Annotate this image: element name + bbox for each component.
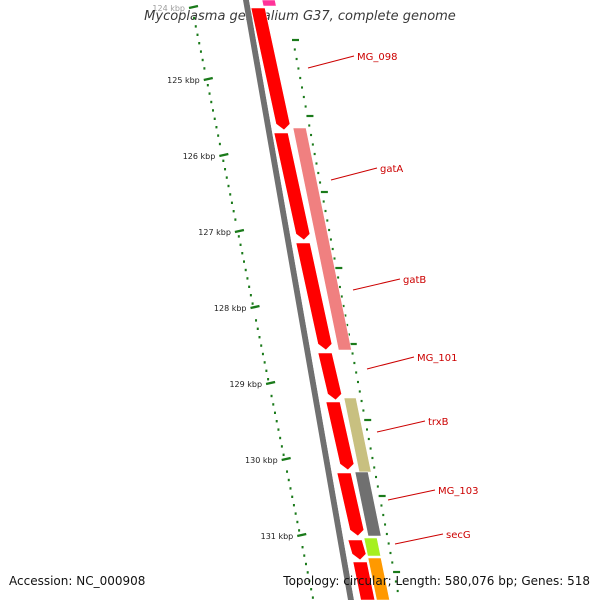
genome-summary: Topology: circular; Length: 580,076 bp; … (283, 574, 590, 588)
map-title: Mycoplasma genitalium G37, complete geno… (144, 9, 456, 24)
tick-label: 128 kbp (214, 304, 247, 313)
tick-label: 125 kbp (167, 76, 200, 85)
tick-mark-major (219, 152, 229, 158)
cds-arrow-4[interactable] (317, 352, 342, 401)
cds-arrow-2[interactable] (273, 132, 311, 241)
gene-label-line (394, 533, 444, 545)
gene-MG_103[interactable] (354, 471, 382, 537)
gene-label[interactable]: secG (446, 530, 471, 541)
cds-arrow-6[interactable] (336, 472, 365, 537)
gene-label[interactable]: MG_101 (417, 353, 457, 364)
gene-label[interactable]: MG_103 (438, 486, 478, 497)
gene-label[interactable]: gatB (403, 275, 426, 286)
tick-label: 131 kbp (261, 532, 294, 541)
gene-secG[interactable] (363, 537, 382, 557)
gene-gatA[interactable] (292, 127, 352, 351)
tick-mark-major (265, 380, 276, 386)
tick-mark-major (234, 228, 245, 234)
tick-label: 126 kbp (183, 152, 216, 161)
tick-mark-major (296, 532, 307, 538)
gene-label[interactable]: MG_098 (357, 52, 397, 63)
tick-label: 124 kbp (152, 4, 185, 13)
gene-label-line (366, 356, 415, 370)
tick-label: 127 kbp (198, 228, 231, 237)
gene-next[interactable] (367, 557, 390, 600)
cds-arrow-5[interactable] (325, 401, 355, 471)
gene-label-line (330, 167, 378, 181)
cds-arrow-1[interactable] (250, 7, 291, 131)
tick-label: 129 kbp (229, 380, 262, 389)
gene-label-line (307, 55, 355, 69)
gene-label-line (376, 420, 426, 433)
cds-arrow-7[interactable] (347, 539, 367, 561)
gene-label[interactable]: gatA (380, 164, 403, 175)
tick-mark-major (281, 456, 291, 462)
gene-label[interactable]: trxB (428, 417, 449, 428)
accession-text: Accession: NC_000908 (9, 574, 146, 588)
backbone-gap (249, 0, 357, 600)
gene-previous[interactable] (261, 0, 277, 7)
tick-mark-major (250, 304, 260, 310)
tick-label: 130 kbp (245, 456, 278, 465)
backbone (243, 0, 354, 600)
tick-mark-major (188, 4, 199, 10)
gene-trxB[interactable] (343, 397, 372, 473)
tick-mark-major (203, 76, 214, 82)
cds-arrow-3[interactable] (295, 242, 333, 351)
gene-label-line (387, 489, 436, 501)
gene-label-line (352, 278, 401, 291)
cds-arrow-8[interactable] (352, 561, 376, 600)
